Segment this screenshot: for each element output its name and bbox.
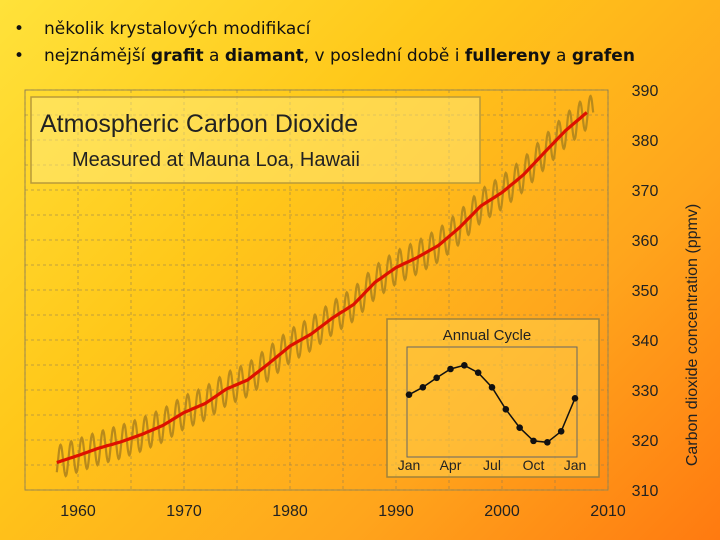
- y-tick-label: 330: [632, 383, 659, 400]
- y-tick-label: 310: [632, 483, 659, 500]
- bullet-text: , v poslední době i: [303, 46, 465, 66]
- inset-tick-label: Jan: [564, 457, 587, 473]
- bullet-list: • několik krystalových modifikací • nejznám…: [14, 16, 635, 70]
- x-tick-label: 1990: [378, 503, 414, 520]
- bullet-bold-text: diamant: [224, 46, 304, 66]
- inset-tick-label: Jul: [483, 457, 501, 473]
- y-axis-label: Carbon dioxide concentration (ppmv): [684, 204, 701, 466]
- inset-marks: Jan Apr Jul Oct Jan: [398, 362, 587, 473]
- y-tick-label: 370: [632, 183, 659, 200]
- inset-title: Annual Cycle: [443, 327, 531, 344]
- inset-point: [516, 424, 523, 431]
- bullet-bold-text: grafit: [150, 46, 204, 66]
- co2-chart: 1960 1970 1980 1990 2000 2010 310 320 330 340 350 3…: [24, 83, 701, 520]
- bullet-text: nejznámější: [44, 46, 151, 66]
- inset-point: [419, 384, 427, 391]
- inset-point: [530, 437, 537, 445]
- tick-labels: 1960 1970 1980 1990 2000 2010 310 320 330 340 350 3…: [60, 83, 658, 520]
- x-tick-label: 2010: [590, 503, 626, 520]
- bullet-text: a: [203, 46, 225, 66]
- inset-point: [461, 362, 468, 369]
- inset-point: [405, 391, 413, 398]
- seasonal-layer: [55, 94, 595, 478]
- y-tick-label: 350: [632, 283, 659, 300]
- chart-title: Atmospheric Carbon Dioxide: [40, 110, 358, 138]
- x-tick-label: 1960: [60, 503, 96, 520]
- y-tick-label: 320: [632, 433, 659, 450]
- bullet-bold-text: fullereny: [464, 46, 551, 66]
- bullet-text: několik krystalových modifikací: [44, 19, 311, 39]
- inset-tick-label: Apr: [440, 457, 462, 473]
- inset-tick-label: Jan: [398, 457, 421, 473]
- y-tick-label: 340: [632, 333, 659, 350]
- bullet-dot: •: [14, 19, 25, 39]
- inset-point: [557, 428, 565, 435]
- chart-subtitle: Measured at Mauna Loa, Hawaii: [72, 149, 360, 171]
- trend-co2-line: [56, 111, 588, 465]
- x-tick-label: 1980: [272, 503, 308, 520]
- inset-plot-area: [406, 346, 578, 458]
- y-tick-label: 360: [632, 233, 659, 250]
- inset-point: [447, 365, 454, 373]
- bullet-item: • nejznámější grafit a diamant, v posledn…: [14, 43, 635, 70]
- bullet-dot: •: [14, 46, 25, 66]
- x-tick-label: 2000: [484, 503, 520, 520]
- y-tick-label: 390: [632, 83, 659, 100]
- inset-point: [502, 406, 510, 413]
- bullet-bold-text: grafen: [571, 46, 635, 66]
- inset-point: [488, 384, 496, 391]
- y-tick-label: 380: [632, 133, 659, 150]
- bullet-text: a: [550, 46, 572, 66]
- bullet-item: • několik krystalových modifikací: [14, 16, 635, 43]
- inset-point: [433, 374, 440, 382]
- seasonal-co2-line: [55, 94, 595, 478]
- inset-box: [386, 318, 600, 478]
- inset-point: [544, 439, 551, 446]
- inset-point: [474, 369, 482, 376]
- title-box: [30, 96, 481, 184]
- inset-tick-label: Oct: [523, 457, 545, 473]
- trend-layer: [56, 111, 588, 465]
- annual-cycle-inset: Annual Cycle Jan Apr Jul Oct Jan: [386, 318, 600, 478]
- inset-point: [571, 395, 579, 402]
- x-tick-label: 1970: [166, 503, 202, 520]
